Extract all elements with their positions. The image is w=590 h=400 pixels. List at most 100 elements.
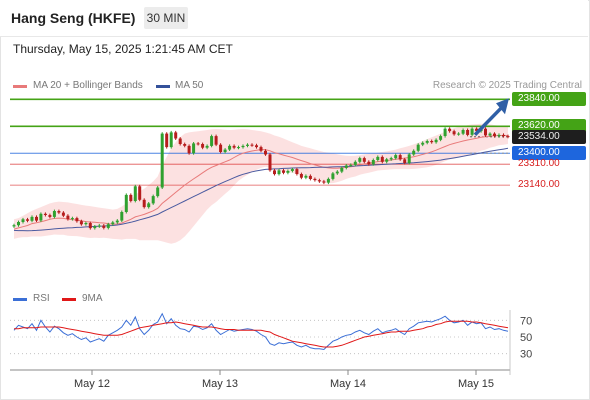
ma20-legend-swatch: [13, 85, 27, 88]
candle-body: [497, 134, 501, 137]
candle-body: [210, 136, 214, 146]
timeframe-button[interactable]: 30 MIN: [144, 7, 188, 29]
candle-body: [142, 199, 146, 208]
x-axis: May 12 May 13 May 14 May 15: [10, 310, 511, 390]
candle-body: [214, 136, 218, 145]
bollinger-band-fill: [14, 123, 508, 244]
candle-body: [174, 132, 178, 139]
candle-body: [457, 133, 461, 135]
candle-body: [488, 133, 492, 136]
candle-body: [290, 169, 294, 171]
candle-body: [461, 130, 465, 134]
candle-body: [322, 181, 326, 183]
candle-body: [138, 186, 142, 200]
candle-body: [317, 180, 321, 182]
candle-body: [106, 224, 110, 228]
candle-body: [201, 144, 205, 148]
candles: [12, 127, 510, 230]
candle-body: [61, 212, 65, 216]
ma9-legend-label: 9MA: [82, 293, 103, 304]
arrow-shaft: [473, 106, 503, 137]
candle-body: [452, 131, 456, 135]
candle-body: [412, 150, 416, 155]
candle-body: [367, 161, 371, 165]
forecast-arrow: [473, 98, 509, 137]
candle-body: [398, 155, 402, 160]
candle-body: [124, 194, 128, 212]
candle-body: [353, 161, 357, 165]
ma9-legend-swatch: [62, 298, 76, 301]
candle-body: [75, 218, 79, 222]
candle-body: [295, 169, 299, 174]
rsi-tick-70: 70: [520, 315, 532, 327]
candle-body: [344, 165, 348, 168]
level-tag-23310.00: 23310.00: [518, 158, 560, 170]
candle-body: [147, 203, 151, 208]
price-levels: [10, 98, 510, 186]
instrument-title: Hang Seng (HKFE): [11, 10, 136, 26]
rsi-panel: 70 50 30: [10, 312, 532, 361]
candle-body: [129, 194, 133, 201]
candle-body: [277, 170, 281, 175]
candle-body: [493, 133, 496, 136]
candle-body: [183, 144, 187, 146]
x-tick-label-3: May 15: [458, 378, 494, 390]
level-tag-23140.00: 23140.00: [518, 179, 560, 191]
candle-body: [443, 128, 447, 136]
candle-body: [425, 141, 429, 143]
candle-body: [30, 216, 34, 221]
candle-body: [93, 226, 97, 229]
candle-body: [52, 211, 56, 217]
candle-body: [282, 170, 285, 173]
candle-body: [335, 171, 339, 174]
candle-body: [331, 173, 335, 179]
candle-body: [380, 156, 384, 162]
candle-body: [439, 136, 443, 140]
level-tag-23534.00: 23534.00: [512, 129, 586, 144]
candle-body: [506, 136, 510, 138]
candle-body: [385, 159, 389, 162]
candle-body: [35, 216, 38, 221]
candle-body: [466, 130, 470, 135]
candle-body: [232, 145, 236, 148]
candle-body: [241, 145, 245, 148]
candle-body: [264, 150, 267, 155]
candle-body: [250, 144, 254, 146]
level-tag-23400.00: 23400.00: [512, 146, 586, 161]
research-credit: Research © 2025 Trading Central: [432, 80, 582, 91]
rsi-legend-swatch: [13, 298, 27, 301]
candle-body: [79, 221, 83, 225]
candle-body: [39, 213, 43, 221]
x-tick-label-0: May 12: [74, 378, 110, 390]
x-tick-label-1: May 13: [202, 378, 238, 390]
candle-body: [88, 223, 92, 229]
candle-body: [389, 158, 393, 160]
candle-body: [156, 187, 160, 197]
candle-body: [17, 222, 20, 226]
candle-body: [376, 156, 380, 160]
candle-body: [228, 145, 232, 150]
candle-body: [326, 178, 330, 183]
candle-body: [187, 145, 191, 154]
candle-body: [219, 144, 223, 152]
candle-body: [371, 160, 375, 165]
candle-body: [470, 128, 474, 135]
candle-body: [259, 147, 263, 151]
candle-body: [403, 159, 407, 163]
ma50-legend-swatch: [156, 85, 170, 88]
bollinger-bands: [14, 123, 508, 244]
candle-body: [57, 211, 61, 213]
chart-header: Hang Seng (HKFE) 30 MIN: [0, 0, 588, 37]
candle-body: [313, 178, 317, 181]
candle-body: [115, 220, 119, 223]
candle-body: [223, 149, 227, 152]
level-tag-23620.00: 23620.00: [512, 119, 586, 134]
candle-body: [43, 213, 47, 215]
candle-body: [70, 218, 74, 220]
rsi-tick-30: 30: [520, 349, 532, 361]
x-tick-label-2: May 14: [330, 378, 366, 390]
candle-body: [151, 196, 155, 204]
candle-body: [111, 222, 115, 225]
